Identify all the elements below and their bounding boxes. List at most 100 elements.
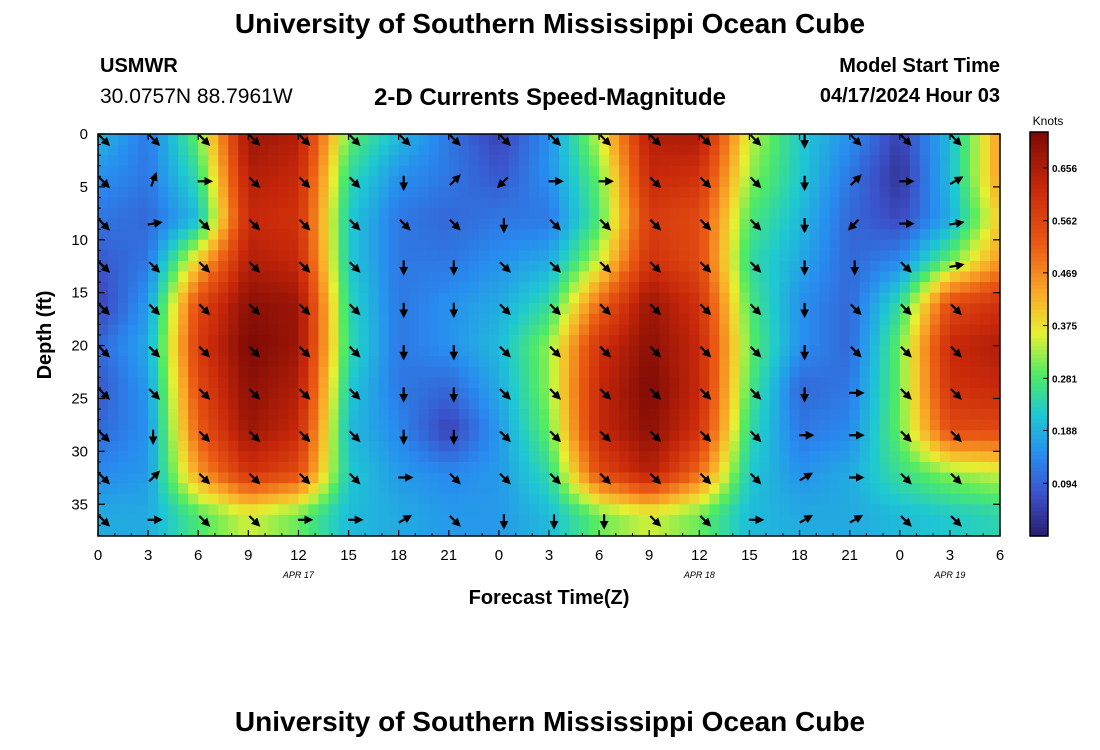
heatmap-cell xyxy=(719,134,730,146)
heatmap-cell xyxy=(318,356,330,368)
heatmap-cell xyxy=(959,409,971,421)
heatmap-cell xyxy=(518,451,530,463)
heatmap-cell xyxy=(468,186,480,199)
heatmap-cell xyxy=(278,271,290,283)
heatmap-cell xyxy=(418,430,430,442)
heatmap-cell xyxy=(278,218,290,230)
heatmap-cell xyxy=(779,483,791,495)
heatmap-cell xyxy=(589,176,600,188)
heatmap-cell xyxy=(298,313,310,326)
heatmap-cell xyxy=(488,176,500,188)
y-tick-label: 25 xyxy=(71,390,88,407)
heatmap-cell xyxy=(599,451,610,463)
heatmap-cell xyxy=(739,229,751,241)
heatmap-cell xyxy=(739,303,751,315)
heatmap-cell xyxy=(228,430,239,442)
heatmap-cell xyxy=(819,525,831,536)
heatmap-cell xyxy=(879,514,891,527)
colorbar-segment xyxy=(1030,463,1048,468)
heatmap-cell xyxy=(959,398,971,410)
heatmap-cell xyxy=(228,461,239,474)
heatmap-cell xyxy=(669,345,680,357)
heatmap-cell xyxy=(298,282,310,294)
heatmap-cell xyxy=(118,250,129,262)
heatmap-cell xyxy=(669,472,680,484)
heatmap-cell xyxy=(518,493,530,505)
heatmap-cell xyxy=(599,335,610,347)
heatmap-cell xyxy=(619,324,630,336)
y-tick-label: 15 xyxy=(71,285,88,302)
heatmap-cell xyxy=(759,504,771,516)
heatmap-cell xyxy=(859,197,871,209)
heatmap-cell xyxy=(468,398,480,410)
heatmap-cell xyxy=(939,165,951,177)
heatmap-cell xyxy=(518,250,530,262)
heatmap-cell xyxy=(739,144,751,156)
heatmap-cell xyxy=(158,208,169,220)
heatmap-cell xyxy=(759,398,771,410)
heatmap-cell xyxy=(669,504,680,516)
heatmap-cell xyxy=(208,186,219,199)
heatmap-cell xyxy=(348,155,360,167)
heatmap-cell xyxy=(679,155,690,167)
heatmap-cell xyxy=(178,144,189,156)
heatmap-cell xyxy=(458,218,470,230)
heatmap-cell xyxy=(528,176,540,188)
heatmap-cell xyxy=(478,366,490,378)
heatmap-cell xyxy=(889,419,901,431)
heatmap-cell xyxy=(679,366,690,378)
heatmap-cell xyxy=(538,324,550,336)
heatmap-cell xyxy=(388,483,400,495)
heatmap-cell xyxy=(839,504,851,516)
heatmap-cell xyxy=(158,514,169,527)
heatmap-cell xyxy=(248,398,259,410)
heatmap-cell xyxy=(408,419,420,431)
heatmap-cell xyxy=(328,134,340,146)
heatmap-cell xyxy=(959,451,971,463)
heatmap-cell xyxy=(619,451,630,463)
heatmap-cell xyxy=(198,525,209,536)
heatmap-cell xyxy=(599,504,610,516)
current-vector-arrow xyxy=(298,430,311,443)
current-vector-arrow xyxy=(900,515,912,527)
heatmap-cell xyxy=(809,303,821,315)
heatmap-cell xyxy=(108,186,119,199)
heatmap-cell xyxy=(508,271,520,283)
heatmap-cell xyxy=(198,461,209,474)
heatmap-cell xyxy=(338,472,350,484)
heatmap-cell xyxy=(268,493,279,505)
heatmap-cell xyxy=(549,493,560,505)
heatmap-cell xyxy=(829,176,841,188)
heatmap-cell xyxy=(218,197,229,209)
heatmap-cell xyxy=(889,440,901,452)
heatmap-cell xyxy=(939,271,951,283)
heatmap-cell xyxy=(659,504,670,516)
heatmap-cell xyxy=(909,165,921,177)
heatmap-cell xyxy=(118,419,129,431)
heatmap-cell xyxy=(138,155,149,167)
heatmap-cell xyxy=(108,313,119,326)
heatmap-cell xyxy=(949,366,961,378)
heatmap-cell xyxy=(398,208,410,220)
heatmap-cell xyxy=(478,197,490,209)
heatmap-cell xyxy=(579,461,590,474)
heatmap-cell xyxy=(659,282,670,294)
current-vector-arrow xyxy=(98,303,111,316)
heatmap-cell xyxy=(338,525,350,536)
heatmap-cell xyxy=(579,303,590,315)
heatmap-cell xyxy=(859,303,871,315)
heatmap-cell xyxy=(859,176,871,188)
heatmap-cell xyxy=(508,366,520,378)
heatmap-cell xyxy=(368,324,380,336)
heatmap-cell xyxy=(849,324,861,336)
heatmap-cell xyxy=(569,377,580,389)
heatmap-cell xyxy=(889,398,901,410)
heatmap-cell xyxy=(609,514,620,527)
heatmap-cell xyxy=(609,419,620,431)
heatmap-cell xyxy=(659,250,670,262)
heatmap-cell xyxy=(388,134,400,146)
current-vector-arrow xyxy=(900,261,912,273)
heatmap-cell xyxy=(839,514,851,527)
heatmap-cell xyxy=(839,208,851,220)
